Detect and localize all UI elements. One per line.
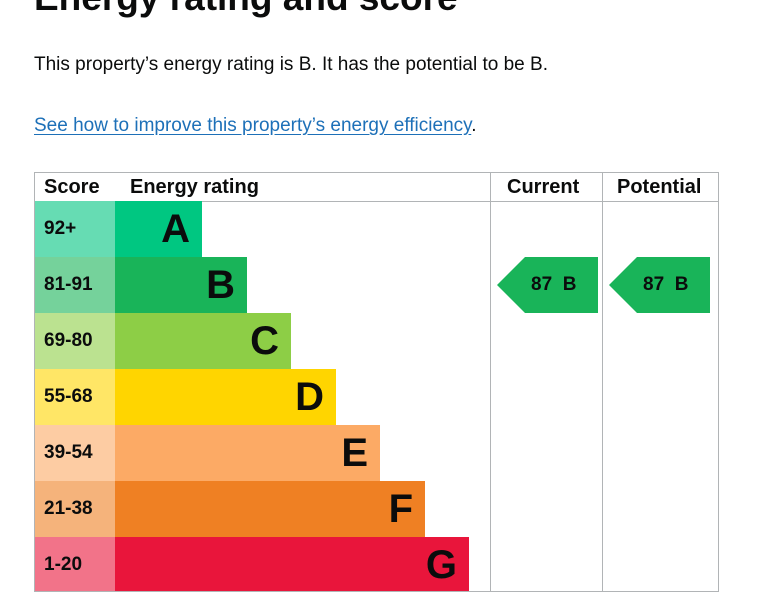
band-bar-d: D bbox=[115, 369, 336, 425]
band-score-range: 55-68 bbox=[35, 369, 115, 425]
band-bar-b: B bbox=[115, 257, 247, 313]
current-rating-arrow: 87 B bbox=[497, 257, 598, 313]
current-column-divider bbox=[490, 173, 491, 591]
improve-paragraph: See how to improve this property’s energ… bbox=[34, 112, 477, 140]
band-bar-c: C bbox=[115, 313, 291, 369]
current-rating-letter: B bbox=[562, 274, 577, 295]
band-bar-a: A bbox=[115, 201, 202, 257]
band-letter: B bbox=[206, 263, 235, 307]
band-letter: E bbox=[341, 431, 368, 475]
page-heading: Energy rating and score bbox=[34, 0, 458, 18]
current-rating-score: 87 bbox=[531, 274, 553, 295]
band-score-range: 69-80 bbox=[35, 313, 115, 369]
potential-rating-letter: B bbox=[674, 274, 689, 295]
band-score-range: 92+ bbox=[35, 201, 115, 257]
band-score-range: 1-20 bbox=[35, 537, 115, 591]
potential-column-divider bbox=[602, 173, 603, 591]
rating-column-header: Energy rating bbox=[130, 176, 259, 198]
band-bar-e: E bbox=[115, 425, 380, 481]
band-letter: F bbox=[388, 487, 413, 531]
band-letter: C bbox=[250, 319, 279, 363]
score-column-header: Score bbox=[44, 176, 100, 198]
potential-column-header: Potential bbox=[617, 176, 702, 198]
improve-efficiency-link[interactable]: See how to improve this property’s energ… bbox=[34, 115, 472, 136]
improve-link-suffix: . bbox=[471, 115, 477, 136]
current-column-header: Current bbox=[507, 176, 580, 198]
potential-rating-score: 87 bbox=[643, 274, 665, 295]
band-score-range: 81-91 bbox=[35, 257, 115, 313]
band-score-range: 21-38 bbox=[35, 481, 115, 537]
header-divider bbox=[35, 201, 718, 202]
band-bar-g: G bbox=[115, 537, 469, 591]
band-letter: D bbox=[295, 375, 324, 419]
band-score-range: 39-54 bbox=[35, 425, 115, 481]
band-letter: G bbox=[425, 543, 457, 587]
rating-summary: This property’s energy rating is B. It h… bbox=[34, 54, 548, 75]
band-letter: A bbox=[161, 207, 190, 251]
energy-rating-table: Score Energy rating Current Potential 92… bbox=[34, 172, 719, 592]
band-bar-f: F bbox=[115, 481, 425, 537]
potential-rating-arrow: 87 B bbox=[609, 257, 710, 313]
